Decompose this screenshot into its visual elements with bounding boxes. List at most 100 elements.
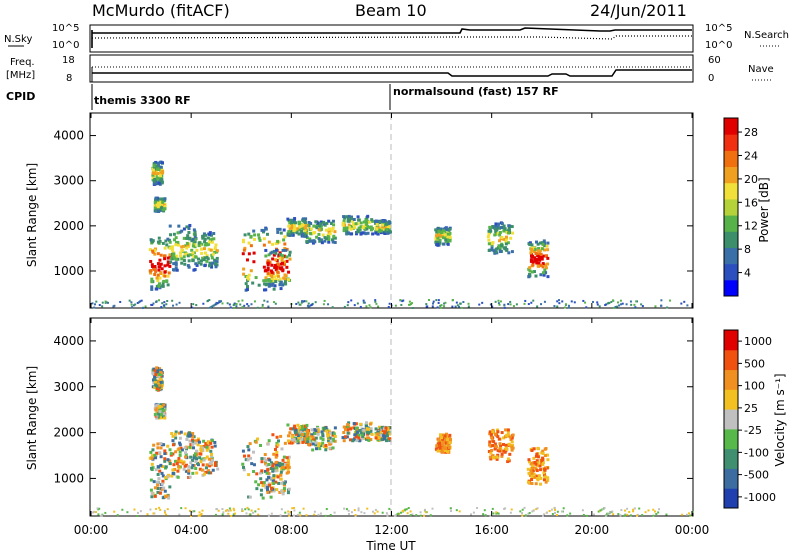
echo-cell — [277, 240, 281, 244]
echo-cell — [311, 435, 315, 439]
echo-cell — [290, 441, 294, 445]
echo-cell — [157, 197, 161, 201]
echo-cell — [139, 510, 142, 513]
echo-cell — [325, 221, 329, 225]
echo-cell — [488, 225, 492, 229]
echo-cell — [427, 298, 430, 301]
echo-cell — [159, 368, 163, 372]
echo-cell — [451, 299, 454, 302]
echo-cell — [388, 229, 392, 233]
echo-cell — [128, 299, 131, 302]
echo-cell — [227, 509, 230, 512]
echo-cell — [288, 514, 291, 517]
echo-cell — [165, 303, 168, 306]
echo-cell — [257, 236, 261, 240]
echo-cell — [419, 511, 422, 514]
echo-cell — [376, 510, 379, 513]
echo-cell — [136, 301, 139, 304]
echo-cell — [242, 454, 246, 458]
echo-cell — [158, 161, 162, 165]
echo-cell — [370, 218, 374, 222]
nave-tick-low: 0 — [708, 73, 714, 84]
echo-cell — [438, 448, 442, 452]
echo-cell — [159, 384, 163, 388]
echo-cell — [159, 370, 163, 374]
echo-cell — [536, 455, 540, 459]
echo-cell — [194, 262, 198, 266]
echo-cell — [383, 225, 387, 229]
echo-cell — [188, 445, 192, 449]
echo-cell — [193, 230, 197, 234]
echo-cell — [264, 276, 268, 280]
echo-cell — [560, 510, 563, 513]
echo-cell — [261, 306, 264, 309]
echo-cell — [367, 220, 371, 224]
echo-cell — [233, 509, 236, 512]
echo-cell — [252, 463, 256, 467]
echo-cell — [434, 237, 438, 241]
echo-cell — [499, 444, 503, 448]
echo-cell — [98, 304, 101, 307]
colorbar-swatch — [724, 488, 738, 509]
echo-cell — [381, 429, 385, 433]
echo-cell — [492, 456, 496, 460]
echo-cell — [442, 227, 446, 231]
echo-cell — [196, 461, 200, 465]
echo-cell — [152, 367, 156, 371]
echo-cell — [174, 430, 178, 434]
colorbar-swatch — [724, 279, 738, 297]
echo-cell — [246, 445, 250, 449]
echo-cell — [288, 431, 292, 435]
echo-cell — [248, 442, 252, 446]
echo-cell — [282, 228, 286, 232]
echo-cell — [177, 243, 181, 247]
echo-cell — [347, 231, 351, 235]
echo-cell — [193, 243, 197, 247]
echo-cell — [247, 252, 251, 256]
echo-cell — [380, 427, 384, 431]
echo-cell — [494, 222, 498, 226]
echo-cell — [192, 251, 196, 255]
echo-cell — [171, 471, 175, 475]
echo-cell — [441, 443, 445, 447]
echo-cell — [624, 509, 627, 512]
echo-cell — [199, 262, 203, 266]
echo-cell — [198, 452, 202, 456]
echo-cell — [507, 303, 510, 306]
echo-cell — [584, 301, 587, 304]
echo-cell — [270, 512, 273, 515]
echo-cell — [214, 303, 217, 306]
echo-cell — [535, 469, 539, 473]
echo-cell — [160, 482, 164, 486]
echo-cell — [272, 468, 276, 472]
echo-cell — [540, 458, 544, 462]
echo-cell — [380, 425, 384, 429]
echo-cell — [116, 514, 119, 517]
echo-cell — [155, 300, 158, 303]
echo-cell — [528, 243, 532, 247]
echo-cell — [162, 403, 166, 407]
echo-cell — [266, 300, 269, 303]
echo-cell — [166, 508, 169, 511]
echo-cell — [364, 232, 368, 236]
echo-cell — [536, 507, 539, 510]
echo-cell — [328, 446, 332, 450]
colorbar-swatch — [724, 468, 738, 489]
echo-cell — [209, 454, 213, 458]
echo-cell — [151, 176, 155, 180]
echo-cell — [275, 259, 279, 263]
echo-cell — [285, 456, 289, 460]
echo-cell — [182, 236, 186, 240]
echo-cell — [343, 435, 347, 439]
echo-cell — [188, 223, 192, 227]
echo-cell — [193, 452, 197, 456]
echo-cell — [197, 244, 201, 248]
echo-cell — [213, 440, 217, 444]
echo-cell — [282, 238, 286, 242]
echo-cell — [113, 510, 116, 513]
echo-cell — [539, 273, 543, 277]
echo-cell — [185, 236, 189, 240]
echo-cell — [203, 472, 207, 476]
echo-cell — [558, 302, 561, 305]
echo-cell — [543, 513, 546, 516]
